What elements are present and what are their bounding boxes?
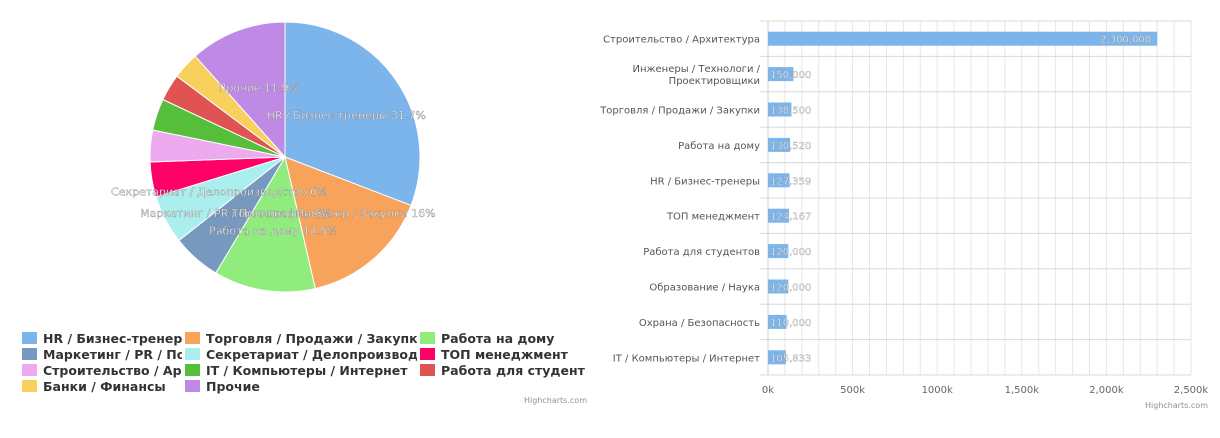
legend-label: HR / Бизнес-тренеры bbox=[43, 330, 182, 346]
legend-label: ТОП менеджмент bbox=[441, 346, 568, 362]
category-label: Образование / Наука bbox=[649, 283, 760, 294]
legend-swatch bbox=[22, 332, 37, 344]
legend-label: Торговля / Продажи / Закупки bbox=[206, 330, 417, 346]
category-label: Инженеры / Технологи / Проектировщики bbox=[633, 64, 761, 87]
category-label: ТОП менеджмент bbox=[666, 212, 760, 223]
bar-data-label: 110,000 bbox=[770, 318, 811, 329]
bar[interactable] bbox=[768, 350, 786, 365]
bar-x-axis-ticks: 0k 500k 1000k 1,500k 2,000k 2,500k bbox=[762, 385, 1208, 396]
legend-row: Маркетинг / PR / Полиграфия Секретариат /… bbox=[22, 346, 587, 362]
bar-grid bbox=[760, 20, 1192, 376]
bar-category-labels: Строительство / Архитектура Инженеры / Те… bbox=[599, 35, 760, 365]
category-label: HR / Бизнес-тренеры bbox=[650, 176, 760, 187]
category-label: Торговля / Продажи / Закупки bbox=[599, 106, 760, 117]
x-tick-label: 0k bbox=[762, 385, 774, 396]
category-label: Работа для студентов bbox=[643, 247, 760, 258]
bar-data-label: 130,520 bbox=[770, 141, 811, 152]
pie-slices bbox=[149, 21, 421, 293]
bar[interactable] bbox=[768, 208, 790, 223]
bar-data-label: 150,000 bbox=[770, 70, 811, 81]
pie-data-label: Работа на дому 12.5% bbox=[209, 224, 338, 237]
legend-label: Работа на дому bbox=[441, 330, 555, 346]
legend-swatch bbox=[420, 332, 435, 344]
bar[interactable] bbox=[768, 102, 792, 117]
legend-item[interactable]: Прочие bbox=[185, 378, 417, 394]
legend-item[interactable]: Работа на дому bbox=[420, 330, 585, 346]
bar[interactable] bbox=[768, 31, 1158, 46]
pie-slice[interactable] bbox=[284, 156, 412, 290]
bar-data-label: 120,000 bbox=[770, 283, 811, 294]
bar-data-label: 2,300,000 bbox=[1100, 35, 1151, 46]
pie-slice[interactable] bbox=[284, 21, 421, 207]
category-label: Работа на дому bbox=[678, 141, 760, 152]
pie-data-labels: HR / Бизнес-тренеры 31.7% Торговля / Прод… bbox=[111, 81, 436, 237]
legend-label: IT / Компьютеры / Интернет bbox=[206, 362, 408, 378]
pie-data-label: HR / Бизнес-тренеры 31.7% bbox=[267, 109, 426, 122]
legend-item[interactable]: Строительство / Архитектура bbox=[22, 362, 182, 378]
legend-item[interactable]: Торговля / Продажи / Закупки bbox=[185, 330, 417, 346]
pie-slice[interactable] bbox=[215, 155, 316, 293]
legend-swatch bbox=[22, 364, 37, 376]
legend-label: Секретариат / Делопроизводство bbox=[206, 346, 417, 362]
bar-data-label: 127,359 bbox=[770, 176, 811, 187]
legend-item[interactable]: Маркетинг / PR / Полиграфия bbox=[22, 346, 182, 362]
legend-swatch bbox=[22, 380, 37, 392]
x-tick-label: 1,500k bbox=[1005, 385, 1040, 396]
legend-item[interactable]: Работа для студентов bbox=[420, 362, 585, 378]
pie-data-label: Секретариат / Делопроизводство 6% bbox=[111, 185, 327, 198]
legend-item[interactable]: Банки / Финансы bbox=[22, 378, 182, 394]
bar[interactable] bbox=[768, 314, 787, 329]
bar-data-label: 120,000 bbox=[770, 247, 811, 258]
bar-series bbox=[768, 31, 1158, 365]
bar-data-label: 105,833 bbox=[770, 353, 811, 364]
legend-label: Работа для студентов bbox=[441, 362, 585, 378]
category-label: Охрана / Безопасность bbox=[639, 318, 760, 329]
bar[interactable] bbox=[768, 279, 789, 294]
bar-data-label: 138,500 bbox=[770, 106, 811, 117]
legend-row: HR / Бизнес-тренеры Торговля / Продажи / … bbox=[22, 330, 587, 346]
legend-label: Строительство / Архитектура bbox=[43, 362, 182, 378]
legend-label: Маркетинг / PR / Полиграфия bbox=[43, 346, 182, 362]
pie-credits[interactable]: Highcharts.com bbox=[524, 396, 587, 405]
legend-swatch bbox=[420, 364, 435, 376]
pie-legend: HR / Бизнес-тренеры Торговля / Продажи / … bbox=[22, 330, 587, 394]
legend-swatch bbox=[22, 348, 37, 360]
bar-credits[interactable]: Highcharts.com bbox=[1145, 401, 1208, 410]
pie-slice[interactable] bbox=[194, 21, 286, 159]
bar[interactable] bbox=[768, 173, 790, 188]
legend-swatch bbox=[185, 364, 200, 376]
bar-data-label: 124,167 bbox=[770, 212, 811, 223]
legend-row: Строительство / Архитектура IT / Компьюте… bbox=[22, 362, 587, 378]
legend-swatch bbox=[420, 348, 435, 360]
legend-swatch bbox=[185, 348, 200, 360]
pie-data-label: Торговля / Продажи / Закупки 16% bbox=[231, 207, 436, 220]
category-label: IT / Компьютеры / Интернет bbox=[613, 353, 760, 364]
bar-data-labels: 2,300,000 150,000 138,500 130,520 127,359 124… bbox=[770, 35, 1151, 365]
legend-item[interactable]: HR / Бизнес-тренеры bbox=[22, 330, 182, 346]
bar[interactable] bbox=[768, 244, 789, 259]
x-tick-label: 1000k bbox=[922, 385, 953, 396]
pie-chart: HR / Бизнес-тренеры 31.7% Торговля / Прод… bbox=[111, 21, 436, 293]
pie-data-label: Маркетинг / PR / Полиграфия 6% bbox=[140, 207, 332, 220]
bar[interactable] bbox=[768, 137, 791, 152]
x-tick-label: 500k bbox=[840, 385, 865, 396]
legend-item[interactable]: ТОП менеджмент bbox=[420, 346, 585, 362]
legend-swatch bbox=[185, 380, 200, 392]
legend-label: Банки / Финансы bbox=[43, 378, 166, 394]
legend-label: Прочие bbox=[206, 378, 260, 394]
bar[interactable] bbox=[768, 67, 794, 82]
x-tick-label: 2,000k bbox=[1089, 385, 1124, 396]
legend-item[interactable]: IT / Компьютеры / Интернет bbox=[185, 362, 417, 378]
legend-swatch bbox=[185, 332, 200, 344]
bar-chart: Строительство / Архитектура Инженеры / Те… bbox=[599, 20, 1208, 396]
x-tick-label: 2,500k bbox=[1174, 385, 1209, 396]
pie-data-label: Прочие 11.9% bbox=[218, 82, 299, 95]
legend-row: Банки / Финансы Прочие bbox=[22, 378, 587, 394]
category-label: Строительство / Архитектура bbox=[603, 35, 760, 46]
legend-item[interactable]: Секретариат / Делопроизводство bbox=[185, 346, 417, 362]
